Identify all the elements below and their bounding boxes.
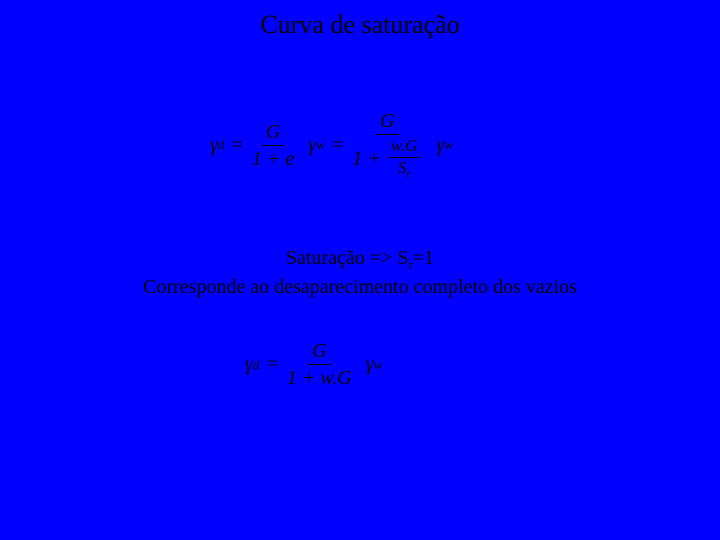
eq1-frac1-den-prefix: 1 + bbox=[252, 148, 286, 170]
page-title: Curva de saturação bbox=[0, 0, 720, 40]
mid-line1-a: Saturação => S bbox=[286, 247, 409, 269]
eq1-lhs-gamma: γ bbox=[210, 134, 218, 157]
mid-line-2: Corresponde ao desaparecimento completo … bbox=[0, 274, 720, 301]
equation-1: γd = G 1 + e γw = G 1 + w.G Sr γw bbox=[210, 110, 453, 180]
eq1-frac2-den-prefix: 1 + bbox=[352, 148, 386, 170]
eq2-frac-den: 1 + w.G bbox=[283, 365, 356, 389]
eq2-gamma-w: γ bbox=[366, 353, 374, 376]
eq1-frac2-num: G bbox=[376, 110, 398, 135]
mid-line-1: Saturação => Sr=1 bbox=[0, 245, 720, 274]
eq1-inner-den-sub: r bbox=[406, 168, 410, 180]
eq1-gamma-w-sub-2: w bbox=[444, 137, 453, 153]
eq1-frac1: G 1 + e bbox=[248, 121, 298, 170]
eq1-inner-den: Sr bbox=[395, 158, 414, 181]
eq2-equals: = bbox=[265, 353, 279, 376]
eq1-equals-2: = bbox=[331, 134, 345, 157]
eq1-equals-1: = bbox=[230, 134, 244, 157]
eq1-gamma-w-sub-1: w bbox=[316, 137, 325, 153]
mid-line1-b: =1 bbox=[413, 247, 434, 269]
eq1-inner-frac: w.G Sr bbox=[388, 137, 421, 180]
eq2-lhs-gamma: γ bbox=[245, 353, 253, 376]
eq1-frac1-den: 1 + e bbox=[248, 146, 298, 170]
eq1-frac1-den-var: e bbox=[285, 148, 294, 170]
eq1-lhs-sub: d bbox=[218, 137, 225, 153]
equation-2: γd = G 1 + w.G γw bbox=[245, 340, 382, 389]
eq1-frac1-num: G bbox=[262, 121, 284, 146]
eq2-frac: G 1 + w.G bbox=[283, 340, 356, 389]
eq2-gamma-w-sub: w bbox=[374, 357, 383, 373]
eq1-inner-den-main: S bbox=[398, 158, 407, 177]
eq2-lhs-sub: d bbox=[253, 357, 260, 373]
eq1-gamma-w-1: γ bbox=[308, 134, 316, 157]
mid-text: Saturação => Sr=1 Corresponde ao desapar… bbox=[0, 245, 720, 301]
eq1-gamma-w-2: γ bbox=[436, 134, 444, 157]
eq1-frac2-den: 1 + w.G Sr bbox=[348, 135, 426, 180]
eq2-frac-num: G bbox=[308, 340, 330, 365]
eq1-inner-num: w.G bbox=[388, 137, 421, 158]
eq1-frac2: G 1 + w.G Sr bbox=[348, 110, 426, 180]
